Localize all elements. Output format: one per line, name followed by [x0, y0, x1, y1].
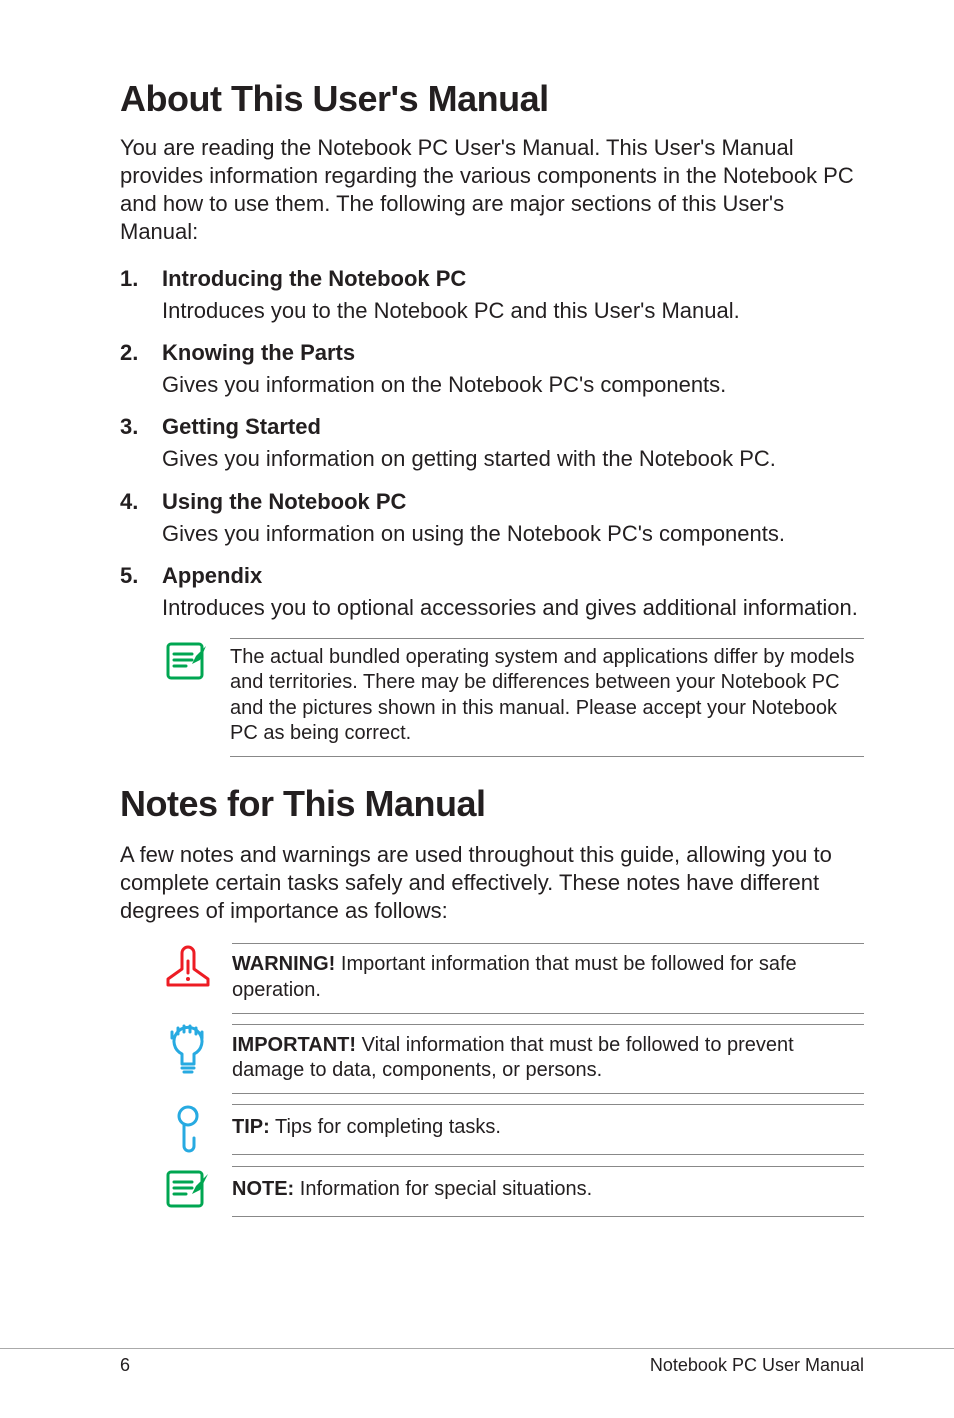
section-item: 2.Knowing the Parts Gives you informatio… — [120, 339, 864, 399]
section-number: 5. — [120, 562, 162, 590]
page-title-2: Notes for This Manual — [120, 783, 864, 825]
warning-row: WARNING! Important information that must… — [162, 943, 864, 1013]
page-footer: 6 Notebook PC User Manual — [0, 1348, 954, 1376]
note-icon — [162, 638, 212, 688]
note-icon — [162, 1166, 214, 1218]
section-item: 5.Appendix Introduces you to optional ac… — [120, 562, 864, 622]
section-item: 1.Introducing the Notebook PC Introduces… — [120, 265, 864, 325]
section-desc: Introduces you to optional accessories a… — [120, 594, 864, 622]
note-text: The actual bundled operating system and … — [230, 638, 864, 757]
page-title-1: About This User's Manual — [120, 78, 864, 120]
page-number: 6 — [120, 1349, 130, 1376]
sections-list: 1.Introducing the Notebook PC Introduces… — [120, 265, 864, 623]
tip-row: TIP: Tips for completing tasks. — [162, 1104, 864, 1156]
section-item: 4.Using the Notebook PC Gives you inform… — [120, 488, 864, 548]
section-desc: Gives you information on the Notebook PC… — [120, 371, 864, 399]
section-title: Knowing the Parts — [162, 339, 355, 367]
section-desc: Gives you information on getting started… — [120, 445, 864, 473]
important-icon — [162, 1024, 214, 1076]
intro-paragraph-1: You are reading the Notebook PC User's M… — [120, 134, 864, 247]
note-row: NOTE: Information for special situations… — [162, 1166, 864, 1218]
section-title: Using the Notebook PC — [162, 488, 406, 516]
tip-icon — [162, 1104, 214, 1156]
section-number: 4. — [120, 488, 162, 516]
section-title: Introducing the Notebook PC — [162, 265, 466, 293]
section-item: 3.Getting Started Gives you information … — [120, 413, 864, 473]
footer-text: Notebook PC User Manual — [650, 1349, 864, 1376]
section-number: 1. — [120, 265, 162, 293]
important-text: IMPORTANT! Vital information that must b… — [232, 1024, 864, 1094]
section-desc: Gives you information on using the Noteb… — [120, 520, 864, 548]
section-number: 2. — [120, 339, 162, 367]
section-title: Getting Started — [162, 413, 321, 441]
note-callout: The actual bundled operating system and … — [162, 638, 864, 757]
section-number: 3. — [120, 413, 162, 441]
warning-icon — [162, 943, 214, 995]
note-text-2: NOTE: Information for special situations… — [232, 1166, 864, 1217]
intro-paragraph-2: A few notes and warnings are used throug… — [120, 841, 864, 925]
section-desc: Introduces you to the Notebook PC and th… — [120, 297, 864, 325]
important-row: IMPORTANT! Vital information that must b… — [162, 1024, 864, 1094]
warning-text: WARNING! Important information that must… — [232, 943, 864, 1013]
section-title: Appendix — [162, 562, 262, 590]
tip-text: TIP: Tips for completing tasks. — [232, 1104, 864, 1155]
